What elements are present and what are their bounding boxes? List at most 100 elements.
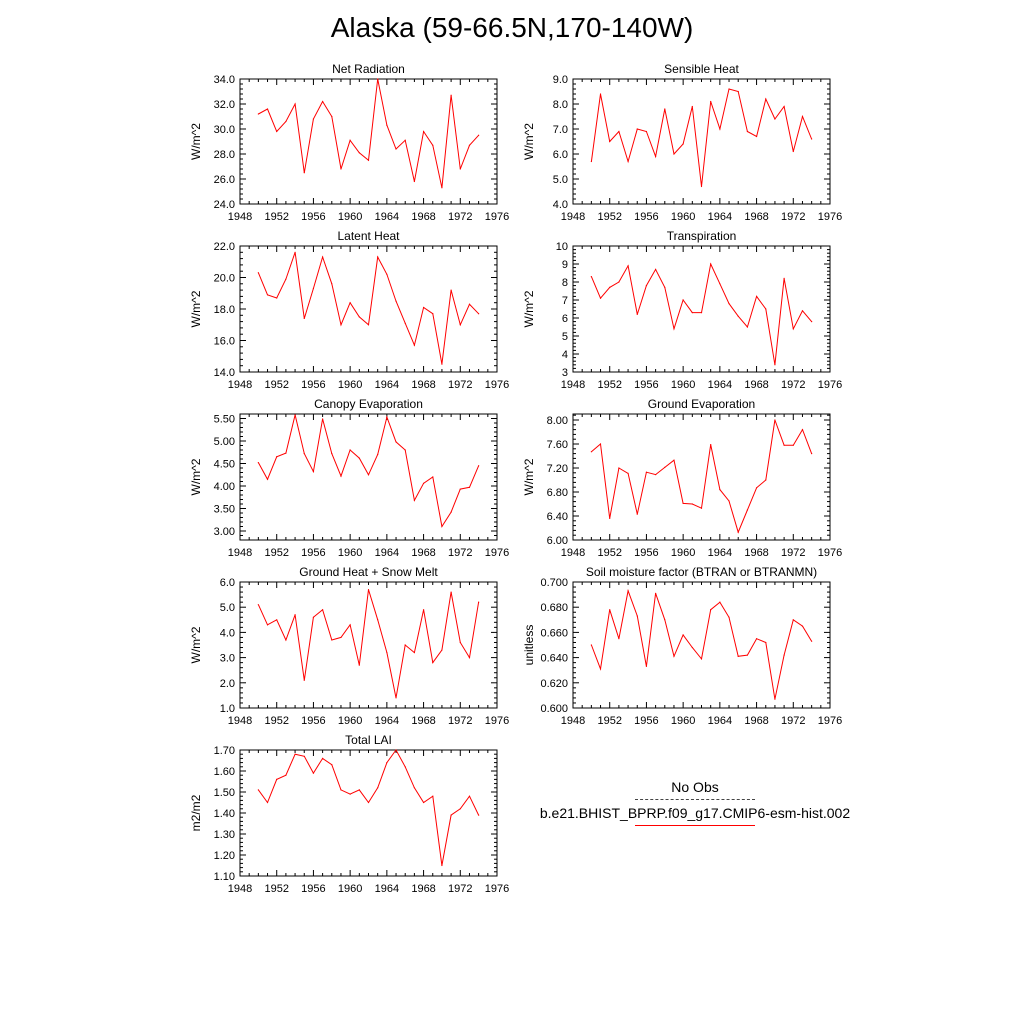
data-point xyxy=(386,273,388,275)
data-point xyxy=(358,664,360,666)
x-tick-label: 1964 xyxy=(708,547,732,559)
data-point xyxy=(312,616,315,618)
x-tick-label: 1960 xyxy=(338,715,362,727)
x-tick-label: 1976 xyxy=(485,379,509,391)
data-point xyxy=(349,624,351,626)
data-point xyxy=(441,525,443,528)
data-point xyxy=(801,310,804,312)
x-tick-label: 1964 xyxy=(375,547,399,559)
x-tick-label: 1968 xyxy=(744,715,768,727)
data-point xyxy=(322,609,324,611)
data-point xyxy=(303,317,305,320)
data-point xyxy=(294,103,296,105)
data-point xyxy=(655,155,657,158)
x-tick-label: 1948 xyxy=(228,547,252,559)
x-tick-label: 1952 xyxy=(597,547,621,559)
data-point xyxy=(276,456,278,458)
plot-frame xyxy=(239,749,498,877)
plot-frame xyxy=(239,413,498,541)
data-point xyxy=(395,749,397,751)
x-tick-label: 1964 xyxy=(375,379,399,391)
data-point xyxy=(312,772,315,774)
data-point xyxy=(459,488,461,490)
x-tick-label: 1956 xyxy=(634,379,658,391)
data-point xyxy=(349,139,351,141)
data-point xyxy=(422,130,425,133)
y-tick-label: 22.0 xyxy=(214,241,235,253)
series-line xyxy=(591,419,813,534)
legend-obs-line xyxy=(635,799,755,800)
data-point xyxy=(609,609,611,611)
data-point xyxy=(285,452,287,454)
data-point xyxy=(312,287,315,290)
data-point xyxy=(294,414,296,416)
data-point xyxy=(691,646,693,649)
data-point xyxy=(609,286,611,288)
data-point xyxy=(618,638,620,640)
x-tick-label: 1976 xyxy=(818,379,842,391)
series-line xyxy=(257,252,479,365)
y-tick-label: 3.0 xyxy=(220,653,235,665)
data-point xyxy=(645,285,648,287)
data-point xyxy=(422,609,425,611)
data-point xyxy=(450,511,452,513)
data-point xyxy=(266,294,269,296)
data-point xyxy=(340,636,342,639)
data-point xyxy=(322,418,324,420)
y-tick-label: 5 xyxy=(562,331,568,343)
x-tick-label: 1952 xyxy=(597,379,621,391)
data-point xyxy=(746,130,748,133)
y-tick-label: 1.20 xyxy=(214,850,235,862)
data-point xyxy=(468,303,471,305)
data-point xyxy=(404,322,406,324)
y-tick-label: 3.00 xyxy=(214,526,235,538)
data-point xyxy=(682,143,684,145)
data-point xyxy=(599,93,602,95)
data-point xyxy=(377,619,379,621)
x-tick-label: 1948 xyxy=(561,547,585,559)
plot-frame xyxy=(239,78,498,205)
data-point xyxy=(395,441,397,443)
data-point xyxy=(765,641,767,644)
y-tick-label: 7.20 xyxy=(547,463,568,475)
data-point xyxy=(367,324,370,326)
x-tick-label: 1968 xyxy=(411,211,435,223)
y-tick-label: 2.0 xyxy=(220,678,235,690)
y-tick-label: 6.40 xyxy=(547,511,568,523)
data-point xyxy=(404,139,406,141)
y-tick-label: 4.50 xyxy=(214,459,235,471)
x-tick-label: 1968 xyxy=(411,883,435,895)
data-point xyxy=(303,679,305,681)
x-tick-label: 1948 xyxy=(228,715,252,727)
data-point xyxy=(450,591,452,593)
series-line xyxy=(257,589,480,698)
data-point xyxy=(682,634,684,636)
data-point xyxy=(774,698,776,700)
data-point xyxy=(636,615,638,617)
data-point xyxy=(331,115,333,118)
y-tick-label: 9 xyxy=(562,259,568,271)
data-point xyxy=(645,130,648,133)
y-tick-label: 9.0 xyxy=(553,74,568,86)
x-tick-label: 1964 xyxy=(708,211,732,223)
data-point xyxy=(682,299,684,301)
data-point xyxy=(737,531,739,533)
data-point xyxy=(645,665,648,668)
panel-7: Ground Heat + Snow Melt W/m^2 1948 1952 1956… xyxy=(189,565,509,727)
x-tick-label: 1956 xyxy=(301,211,325,223)
data-point xyxy=(710,100,712,103)
data-point xyxy=(783,105,785,108)
y-axis-label: W/m^2 xyxy=(189,458,203,495)
data-point xyxy=(459,641,461,644)
x-tick-label: 1960 xyxy=(338,379,362,391)
data-point xyxy=(413,344,415,346)
y-tick-label: 0.660 xyxy=(540,627,568,639)
data-point xyxy=(432,144,434,146)
y-tick-label: 24.0 xyxy=(214,199,235,211)
data-point xyxy=(792,328,794,330)
data-point xyxy=(413,651,415,654)
data-point xyxy=(664,286,666,288)
data-point xyxy=(257,462,259,464)
y-tick-label: 7.60 xyxy=(547,439,568,451)
x-tick-label: 1952 xyxy=(597,715,621,727)
